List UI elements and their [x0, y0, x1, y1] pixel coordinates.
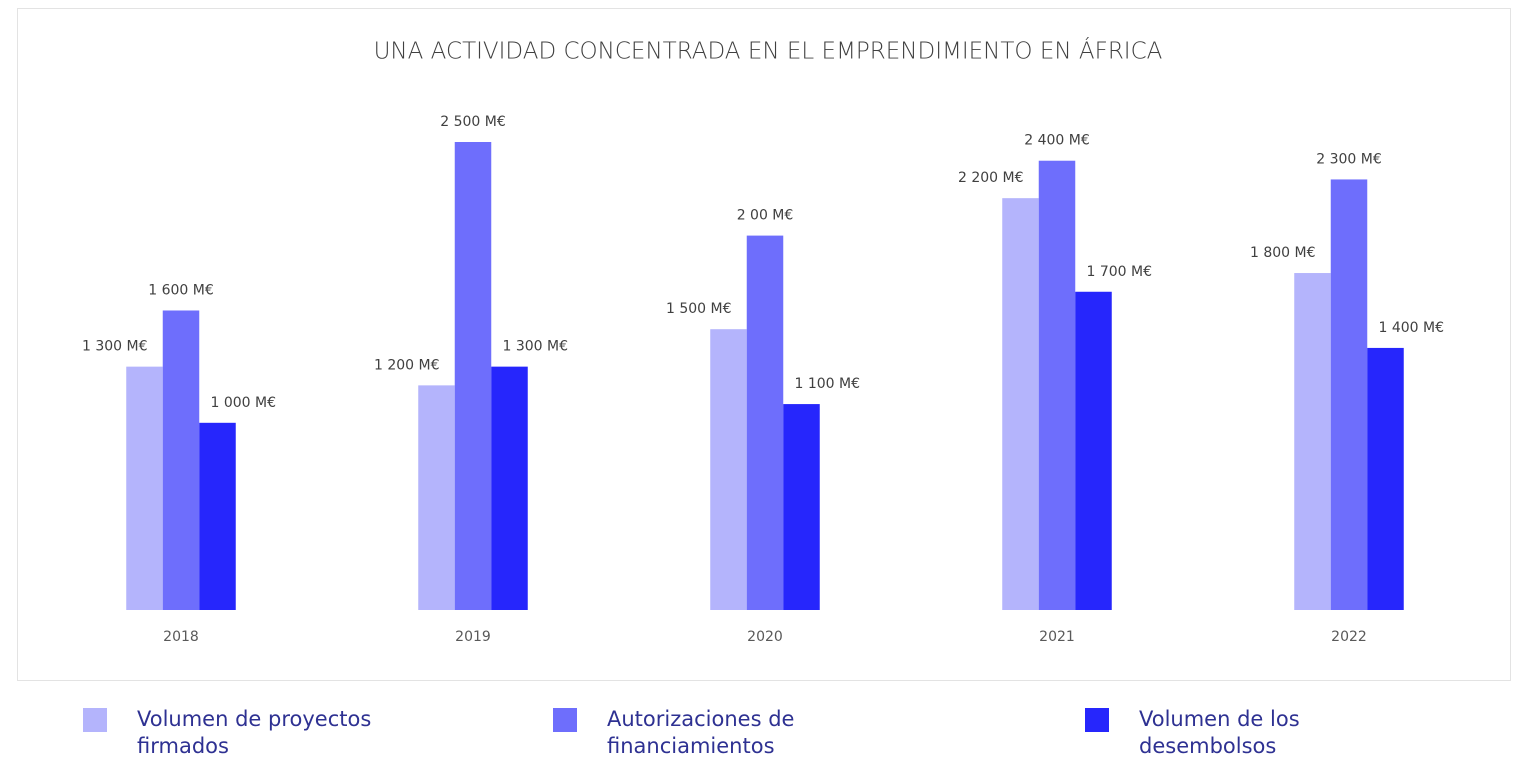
- bar: [1038, 160, 1076, 610]
- bar: [491, 366, 528, 610]
- x-tick-label: 2018: [163, 629, 199, 645]
- value-label: 2 00 M€: [737, 208, 794, 224]
- bar: [126, 366, 163, 610]
- bar: [162, 310, 200, 610]
- bar: [1330, 179, 1368, 610]
- value-label: 1 500 M€: [666, 301, 732, 317]
- bar: [746, 235, 784, 610]
- legend-item: Volumen de los desembolsos: [1085, 706, 1359, 760]
- legend-label: Volumen de los desembolsos: [1139, 707, 1300, 758]
- bar: [1075, 291, 1112, 610]
- value-label: 2 500 M€: [440, 114, 506, 130]
- value-label: 2 300 M€: [1316, 151, 1382, 167]
- value-label: 1 800 M€: [1250, 245, 1316, 261]
- legend-item: Autorizaciones de financiamientos: [553, 706, 847, 760]
- value-label: 1 200 M€: [374, 357, 440, 373]
- bar: [454, 142, 492, 610]
- chart-title: UNA ACTIVIDAD CONCENTRADA EN EL EMPRENDI…: [374, 37, 1163, 65]
- x-tick-label: 2020: [747, 629, 783, 645]
- legend-label: Volumen de proyectos firmados: [137, 707, 372, 758]
- x-tick-label: 2019: [455, 629, 491, 645]
- bar: [199, 422, 236, 610]
- legend-item: Volumen de proyectos firmados: [83, 706, 437, 760]
- chart-frame: [17, 8, 1511, 681]
- value-label: 1 300 M€: [82, 339, 148, 355]
- x-tick-label: 2022: [1331, 629, 1367, 645]
- legend-label: Autorizaciones de financiamientos: [607, 707, 795, 758]
- value-label: 1 600 M€: [148, 282, 214, 298]
- value-label: 1 700 M€: [1087, 264, 1153, 280]
- bar: [783, 404, 820, 610]
- value-label: 1 300 M€: [503, 339, 569, 355]
- value-label: 2 200 M€: [958, 170, 1024, 186]
- value-label: 2 400 M€: [1024, 133, 1090, 149]
- bar: [1294, 273, 1331, 610]
- bar: [710, 329, 747, 610]
- value-label: 1 400 M€: [1379, 320, 1445, 336]
- x-tick-label: 2021: [1039, 629, 1075, 645]
- legend-swatch: [83, 708, 107, 732]
- value-label: 1 000 M€: [211, 395, 277, 411]
- legend-swatch: [1085, 708, 1109, 732]
- chart: UNA ACTIVIDAD CONCENTRADA EN EL EMPRENDI…: [17, 8, 1511, 681]
- bar: [1367, 347, 1404, 610]
- legend-swatch: [553, 708, 577, 732]
- bar: [418, 385, 455, 610]
- bar: [1002, 198, 1039, 610]
- value-label: 1 100 M€: [795, 376, 861, 392]
